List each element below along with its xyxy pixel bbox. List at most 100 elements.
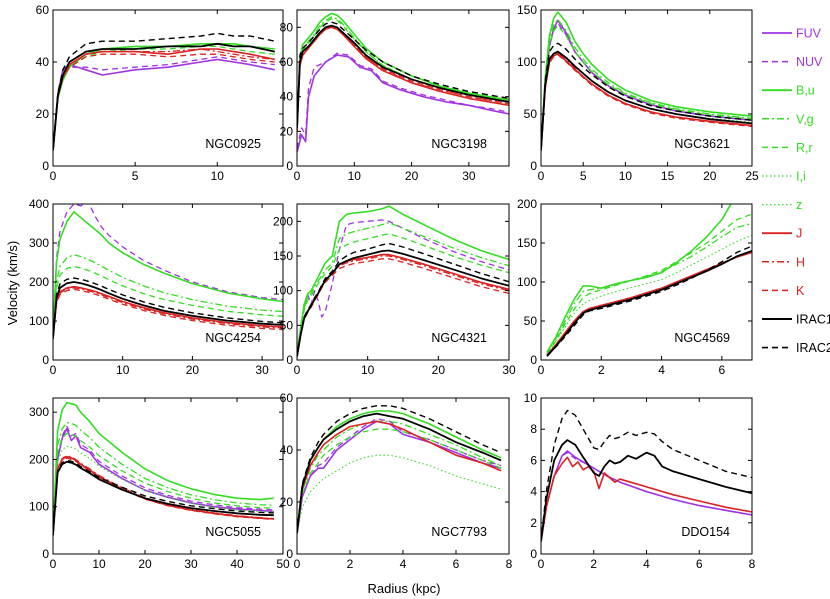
- panel-ngc4569: 0 2 4 6 0 50 100 150 200 NGC4569: [517, 197, 753, 377]
- y-tick-label: 8: [530, 422, 537, 436]
- series-line-k: [297, 24, 509, 128]
- panel-ngc4321: 0 10 20 30 0 50 100 150 200 NGC4321: [273, 203, 516, 377]
- x-tick-label: 15: [661, 169, 675, 183]
- series-group: [297, 405, 502, 534]
- series-line-b-u: [297, 205, 509, 354]
- series-line-r-r: [297, 233, 509, 354]
- x-tick-label: 5: [580, 169, 587, 183]
- series-line-z: [297, 454, 502, 534]
- x-tick-label: 2: [347, 557, 354, 571]
- series-line-irac1: [53, 42, 275, 151]
- series-line-irac2: [297, 21, 509, 128]
- series-group: [53, 32, 275, 151]
- series-line-irac2: [297, 405, 502, 534]
- panel-ddo154: 0 2 4 6 8 0 2 4 6 8 10 DDO154: [524, 391, 756, 571]
- x-tick-label: 6: [719, 363, 726, 377]
- y-tick-label: 40: [36, 55, 50, 69]
- y-tick-label: 200: [29, 452, 49, 466]
- y-tick-label: 60: [280, 55, 294, 69]
- y-tick-label: 150: [517, 3, 537, 17]
- y-tick-label: 40: [280, 443, 294, 457]
- y-tick-label: 0: [42, 159, 49, 173]
- series-line-b-u: [297, 12, 509, 132]
- x-tick-label: 30: [502, 363, 516, 377]
- series-line-v-g: [297, 420, 502, 534]
- x-tick-label: 4: [643, 557, 650, 571]
- y-tick-label: 20: [36, 107, 50, 121]
- y-tick-label: 80: [280, 20, 294, 34]
- y-tick-label: 0: [286, 547, 293, 561]
- series-line-irac1: [541, 439, 752, 542]
- series-line-j: [541, 456, 752, 542]
- y-tick-label: 400: [29, 197, 49, 211]
- legend-label: R,r: [796, 141, 813, 155]
- series-line-v-g: [546, 222, 752, 353]
- series-line-fuv: [541, 19, 752, 151]
- series-line-v-g: [541, 18, 752, 151]
- series-line-h: [541, 51, 752, 151]
- series-line-irac2: [541, 409, 752, 542]
- series-line-r-r: [297, 18, 509, 132]
- y-tick-label: 0: [286, 159, 293, 173]
- series-line-b-u: [546, 204, 732, 353]
- y-tick-label: 50: [524, 107, 538, 121]
- y-tick-label: 0: [530, 353, 537, 367]
- legend-label: B,u: [796, 84, 815, 98]
- plot-frame: [52, 9, 284, 167]
- series-line-b-u: [53, 401, 274, 536]
- series-line-irac1: [297, 249, 509, 357]
- series-group: [541, 11, 752, 151]
- series-line-b-u: [53, 42, 275, 151]
- panel-title: NGC7793: [431, 525, 487, 539]
- legend-item-irac2: IRAC2: [762, 341, 830, 355]
- legend-item-nuv: NUV: [762, 55, 823, 69]
- series-group: [297, 205, 509, 357]
- y-tick-label: 300: [29, 405, 49, 419]
- plot-frame: [540, 9, 753, 167]
- series-line-b-u: [541, 11, 752, 151]
- legend-item-k: K: [762, 284, 805, 298]
- y-tick-label: 200: [517, 197, 537, 211]
- x-tick-label: 8: [749, 557, 756, 571]
- series-line-h: [546, 251, 752, 356]
- y-tick-label: 150: [517, 236, 537, 250]
- series-line-b-u: [53, 211, 283, 337]
- series-line-irac2: [541, 42, 752, 151]
- x-tick-label: 20: [432, 363, 446, 377]
- x-tick-label: 10: [211, 169, 225, 183]
- plot-frame: [296, 203, 510, 361]
- series-line-nuv: [541, 451, 752, 542]
- panel-title: NGC5055: [205, 525, 261, 539]
- legend-label: FUV: [796, 27, 822, 41]
- x-tick-label: 6: [453, 557, 460, 571]
- y-tick-label: 100: [517, 275, 537, 289]
- y-tick-label: 150: [273, 249, 293, 263]
- x-tick-label: 6: [696, 557, 703, 571]
- y-tick-label: 0: [286, 353, 293, 367]
- series-group: [297, 12, 509, 153]
- x-tick-label: 20: [703, 169, 717, 183]
- legend-label: I,i: [796, 170, 806, 184]
- y-tick-label: 50: [524, 314, 538, 328]
- panel-ngc3621: 0 5 10 15 20 25 0 50 100 150 NGC3621: [517, 3, 759, 183]
- series-line-irac2: [53, 459, 274, 536]
- y-axis-label: Velocity (km/s): [5, 241, 20, 326]
- series-line-fuv: [53, 427, 274, 536]
- x-tick-label: 2: [598, 363, 605, 377]
- series-line-irac2: [53, 277, 283, 339]
- x-tick-label: 0: [50, 363, 57, 377]
- x-tick-label: 30: [184, 557, 198, 571]
- series-line-irac2: [546, 245, 752, 357]
- series-line-r-r: [541, 24, 752, 151]
- y-tick-label: 100: [517, 55, 537, 69]
- x-tick-label: 40: [230, 557, 244, 571]
- series-line-irac1: [53, 281, 283, 339]
- y-tick-label: 200: [29, 275, 49, 289]
- x-tick-label: 10: [92, 557, 106, 571]
- legend-item-b-u: B,u: [762, 84, 815, 98]
- series-group: [541, 409, 752, 542]
- plot-frame: [52, 397, 284, 555]
